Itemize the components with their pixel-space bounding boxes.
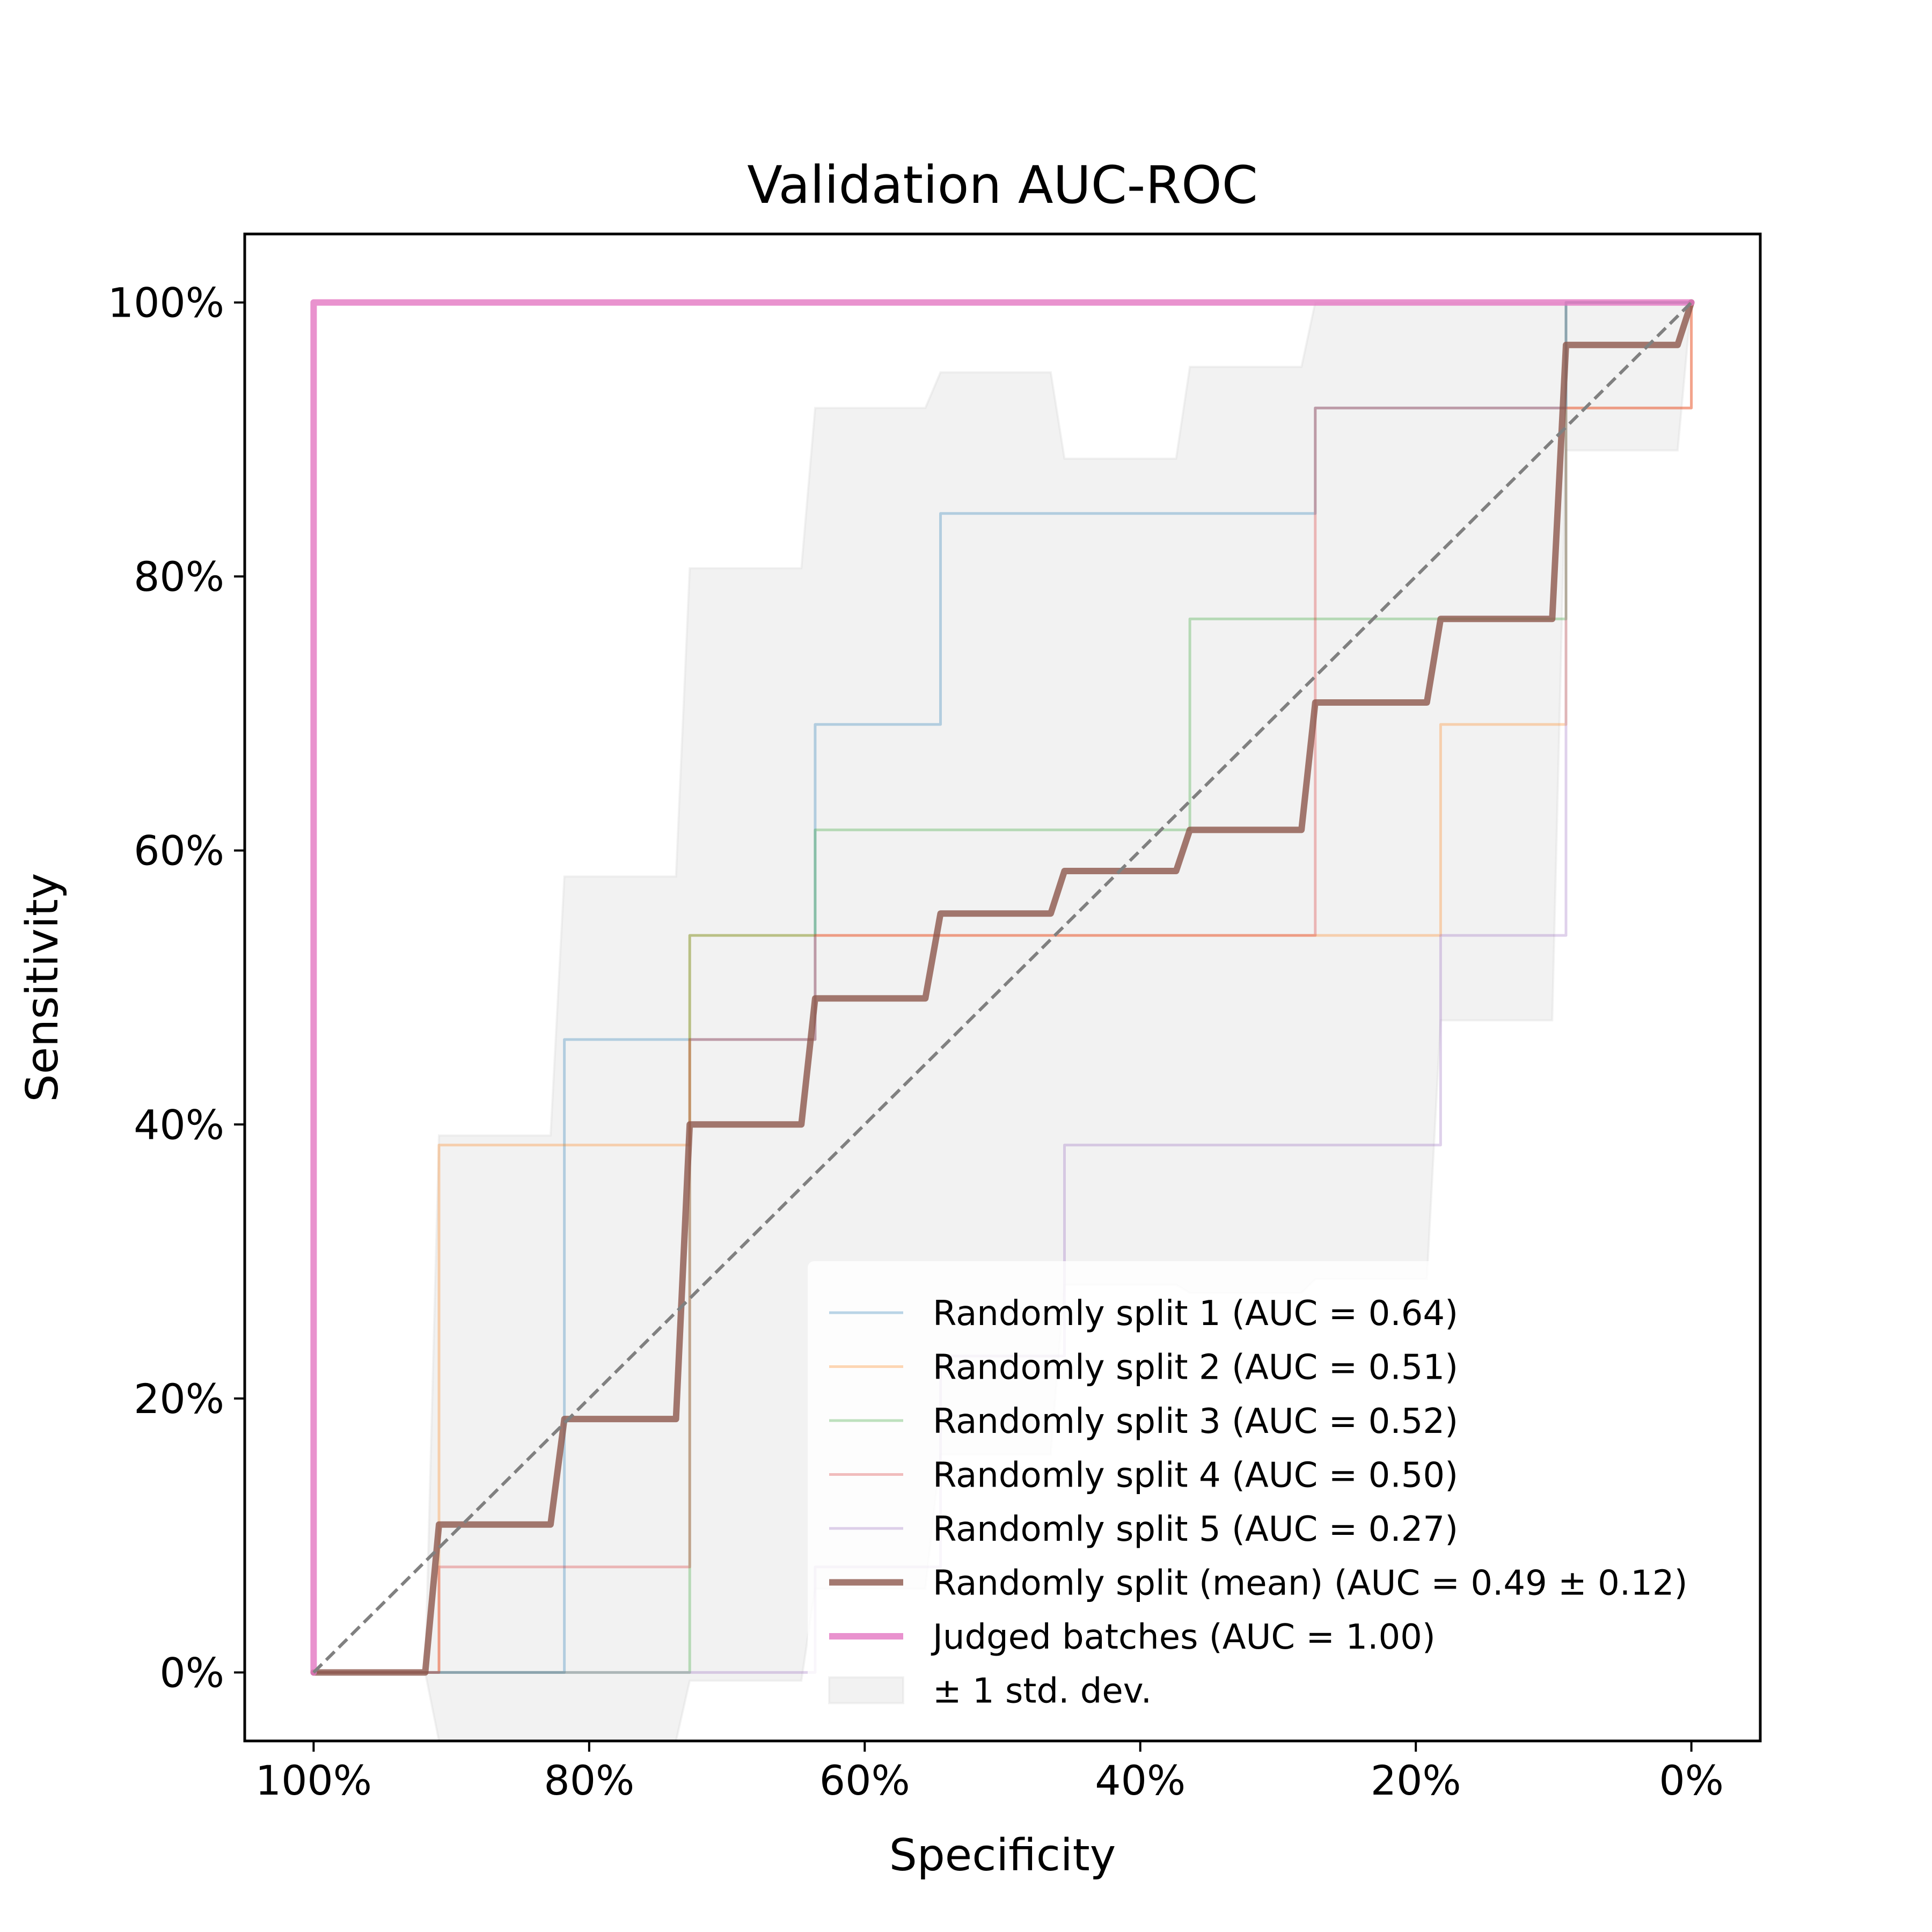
y-tick-label: 60%: [134, 827, 224, 875]
legend-swatch-std-band: [828, 1676, 904, 1704]
legend-label-5: Randomly split 5 (AUC = 0.27): [933, 1510, 1458, 1549]
chance-diagonal: [312, 301, 1693, 1674]
std-band-layer: [313, 301, 1693, 1742]
series-line-4: [312, 301, 1693, 1674]
legend-label-6: Randomly split (mean) (AUC = 0.49 ± 0.12…: [933, 1564, 1688, 1604]
series-layer: [310, 299, 1695, 1676]
y-axis-ticks: 0% 20% 40% 60% 80% 100%: [108, 279, 245, 1696]
plot-frame: [243, 232, 1762, 1743]
legend-label-1: Randomly split 1 (AUC = 0.64): [933, 1294, 1458, 1334]
x-tick-label: 0%: [1659, 1757, 1724, 1804]
legend-box: [808, 1261, 1744, 1707]
y-axis-label: Sensitivity: [17, 873, 68, 1102]
legend-label-4: Randomly split 4 (AUC = 0.50): [933, 1456, 1458, 1496]
legend-label-3: Randomly split 3 (AUC = 0.52): [933, 1402, 1458, 1441]
legend: Randomly split 1 (AUC = 0.64) Randomly sp…: [808, 1261, 1744, 1711]
y-tick-label: 40%: [134, 1101, 224, 1148]
y-tick-label: 20%: [134, 1375, 224, 1423]
chance-diagonal-layer: [312, 301, 1693, 1674]
legend-label-2: Randomly split 2 (AUC = 0.51): [933, 1348, 1458, 1388]
y-tick-label: 100%: [108, 279, 224, 327]
series-line-7: [310, 299, 1695, 1676]
chart-title: Validation AUC-ROC: [747, 155, 1257, 215]
std-dev-band: [313, 301, 1693, 1742]
x-tick-label: 80%: [544, 1757, 634, 1804]
legend-label-std-band: ± 1 std. dev.: [933, 1672, 1152, 1711]
y-tick-label: 0%: [159, 1649, 224, 1696]
x-axis-label: Specificity: [889, 1830, 1116, 1881]
x-tick-label: 40%: [1095, 1757, 1185, 1804]
series-line-1: [312, 301, 1693, 1674]
legend-label-7: Judged batches (AUC = 1.00): [931, 1618, 1436, 1657]
x-axis-ticks: 100% 80% 60% 40% 20% 0%: [255, 1741, 1724, 1804]
series-line-3: [312, 301, 1693, 1674]
x-tick-label: 20%: [1371, 1757, 1461, 1804]
x-tick-label: 60%: [819, 1757, 910, 1804]
x-tick-label: 100%: [255, 1757, 372, 1804]
series-line-6: [310, 299, 1695, 1676]
y-tick-label: 80%: [134, 553, 224, 601]
